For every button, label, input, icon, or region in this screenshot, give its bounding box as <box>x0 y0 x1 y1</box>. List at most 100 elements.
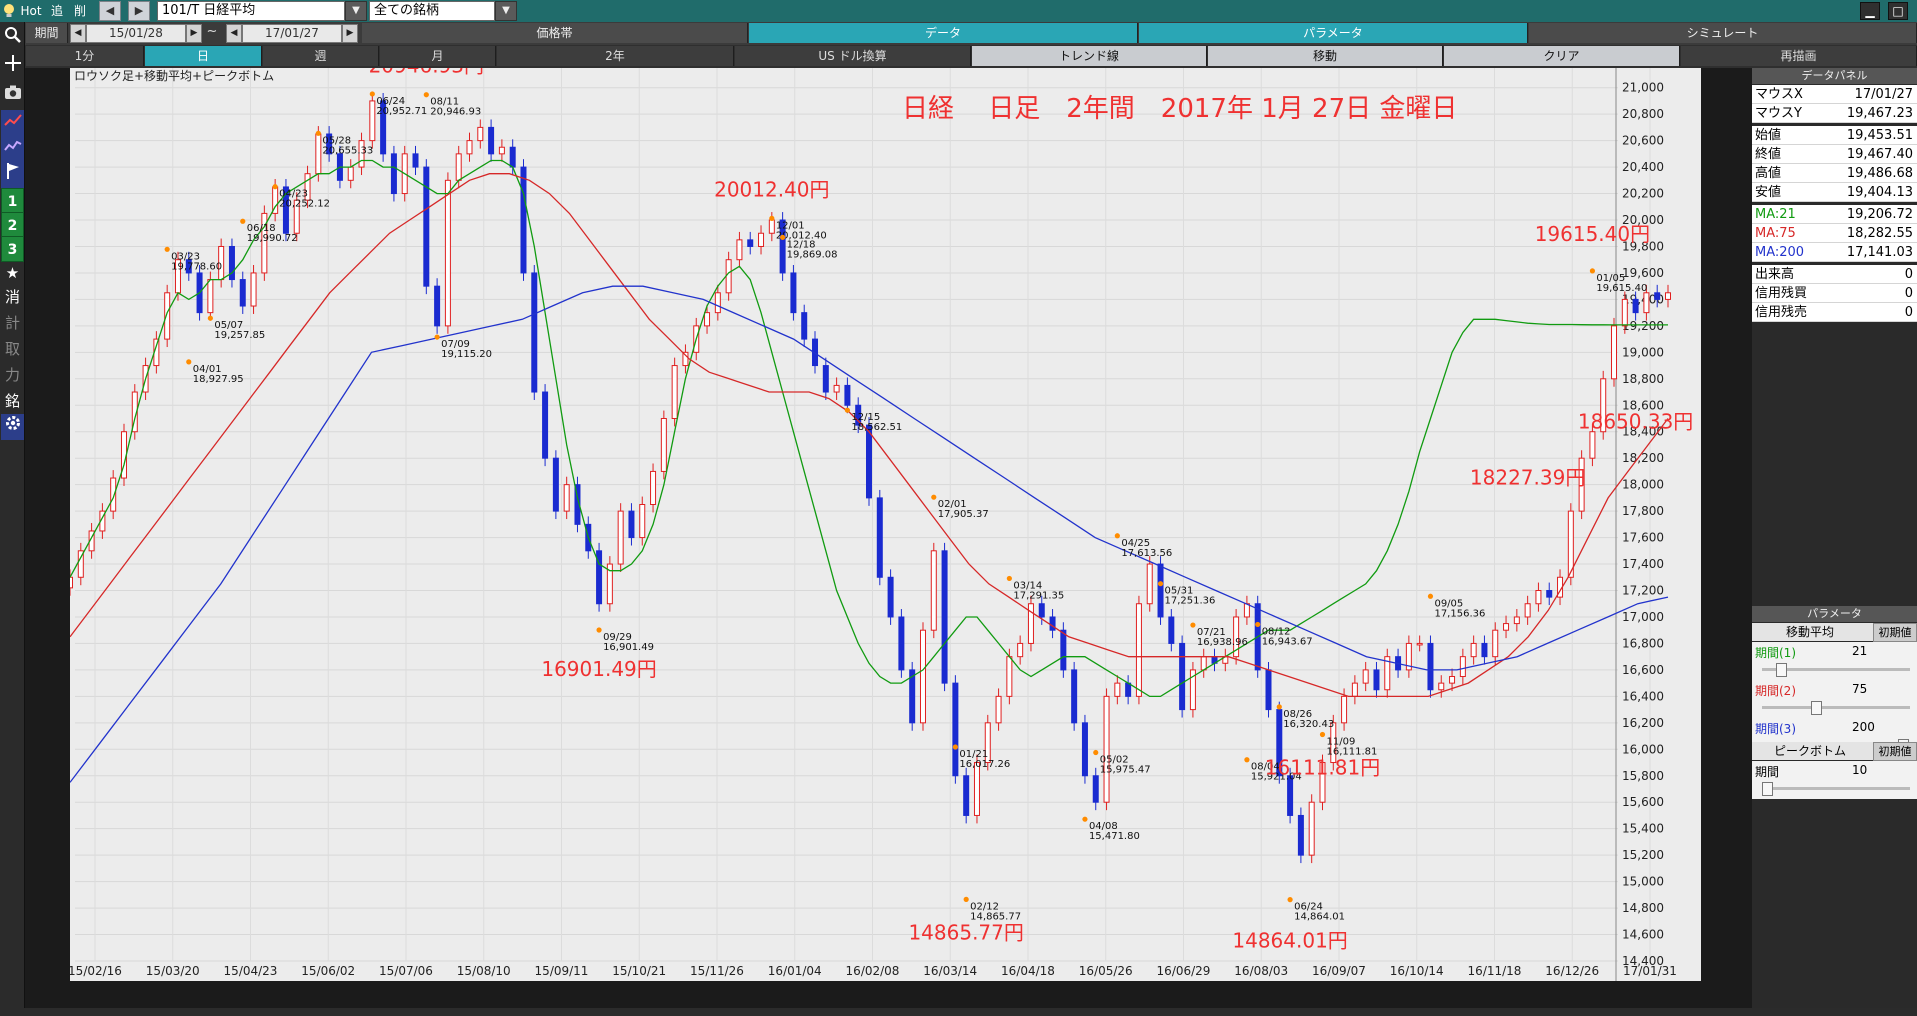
crosshair-icon[interactable] <box>1 54 24 80</box>
next-symbol-button[interactable]: ▶ <box>128 1 150 21</box>
star-icon[interactable]: ★ <box>5 264 20 282</box>
tab-redraw[interactable]: 再描画 <box>1681 46 1917 66</box>
candle-body <box>1265 669 1272 711</box>
ma2-value[interactable]: 75 <box>1852 682 1868 696</box>
tab-move[interactable]: 移動 <box>1208 46 1443 66</box>
minimize-button[interactable]: ▁ <box>1860 2 1880 20</box>
pb-reset-button[interactable]: 初期値 <box>1873 742 1917 761</box>
y-tick-label: 15,800 <box>1622 769 1664 783</box>
watchlist-1-button[interactable]: 1 <box>1 188 24 214</box>
peak-annotation: 14864.01円 <box>1232 929 1347 953</box>
tab-daily[interactable]: 日 <box>145 46 262 66</box>
peak-marker <box>186 359 192 365</box>
hot-button[interactable]: Hot <box>20 4 42 18</box>
maximize-button[interactable]: □ <box>1888 2 1908 20</box>
peak-date-label: 12/01 <box>776 220 805 231</box>
candle-body <box>412 153 419 168</box>
y-tick-label: 20,600 <box>1622 134 1664 148</box>
candle-body <box>682 351 689 367</box>
watchlist-3-button[interactable]: 3 <box>1 236 24 262</box>
candle-body <box>1341 695 1348 724</box>
peak-value-label: 15,975.47 <box>1100 765 1151 776</box>
ma1-slider[interactable] <box>1762 663 1910 677</box>
date-from-input[interactable]: 15/01/28 <box>86 24 186 43</box>
line-chart-icon[interactable] <box>1 136 24 162</box>
peak-date-label: 06/18 <box>247 223 276 234</box>
y-tick-label: 18,000 <box>1622 478 1664 492</box>
pb-value[interactable]: 10 <box>1852 763 1868 777</box>
ma-section-title: 移動平均 <box>1786 625 1835 639</box>
peak-value-label: 20,012.40 <box>776 230 827 241</box>
add-button[interactable]: 追 <box>50 4 63 18</box>
candle-body <box>941 550 948 684</box>
peak-marker <box>931 494 937 500</box>
tab-data[interactable]: データ <box>749 23 1138 43</box>
prev-symbol-button[interactable]: ◀ <box>99 1 121 21</box>
tab-trendline[interactable]: トレンド線 <box>972 46 1207 66</box>
candle-body <box>77 550 84 578</box>
x-tick-label: 15/04/23 <box>224 964 278 978</box>
tab-parameters[interactable]: パラメータ <box>1139 23 1528 43</box>
ma1-value[interactable]: 21 <box>1852 644 1868 658</box>
ma1-slider-knob[interactable] <box>1776 663 1787 677</box>
peak-value-label: 17,613.56 <box>1121 548 1172 559</box>
pb-slider-knob[interactable] <box>1762 782 1773 796</box>
ma2-slider-knob[interactable] <box>1811 701 1822 715</box>
tab-usd-conversion[interactable]: US ドル換算 <box>735 46 971 66</box>
date-to-input[interactable]: 17/01/27 <box>242 24 342 43</box>
y-tick-label: 19,200 <box>1622 319 1664 333</box>
candle-body <box>1179 642 1186 711</box>
delete-button[interactable]: 削 <box>73 4 86 18</box>
tab-clear[interactable]: クリア <box>1444 46 1680 66</box>
data-panel-key: マウスY <box>1755 106 1802 121</box>
x-tick-label: 15/10/21 <box>612 964 666 978</box>
ma2-slider[interactable] <box>1762 701 1910 715</box>
data-panel-row: 信用残買 0 <box>1752 284 1917 303</box>
tab-weekly[interactable]: 週 <box>263 46 379 66</box>
candle-chart-icon[interactable] <box>1 110 24 136</box>
candle-body <box>164 292 171 340</box>
watchlist-2-button[interactable]: 2 <box>1 212 24 238</box>
bottom-scroll-strip[interactable] <box>0 1008 1917 1016</box>
data-panel-key: 信用残買 <box>1755 286 1808 301</box>
tab-2year[interactable]: 2年 <box>497 46 734 66</box>
fetch-button[interactable]: 取 <box>4 340 20 358</box>
camera-icon[interactable] <box>1 82 24 108</box>
y-tick-label: 18,600 <box>1622 398 1664 412</box>
bulb-icon[interactable] <box>3 3 15 19</box>
peak-marker <box>1319 731 1326 738</box>
peak-value-label: 15,471.80 <box>1089 831 1140 842</box>
x-tick-label: 15/11/26 <box>690 964 744 978</box>
flag-icon[interactable] <box>1 162 24 188</box>
tab-price-band[interactable]: 価格帯 <box>362 23 748 43</box>
date-from-prev-icon[interactable]: ◀ <box>70 24 86 43</box>
tab-monthly[interactable]: 月 <box>380 46 496 66</box>
pb-slider[interactable] <box>1762 782 1910 796</box>
ma3-value[interactable]: 200 <box>1852 720 1875 734</box>
universe-select[interactable]: 全ての銘柄 <box>369 1 495 21</box>
tab-simulate[interactable]: シミュレート <box>1529 23 1917 43</box>
universe-dropdown-icon[interactable]: ▼ <box>495 1 517 21</box>
calc-button[interactable]: 計 <box>4 314 20 332</box>
price-chart[interactable]: 14,400 14,600 14,800 15,000 15,200 15,400 15,6… <box>70 68 1701 981</box>
ma-reset-button[interactable]: 初期値 <box>1873 623 1917 642</box>
symbol-dropdown-icon[interactable]: ▼ <box>345 1 367 21</box>
date-to-prev-icon[interactable]: ◀ <box>226 24 242 43</box>
input-button[interactable]: 力 <box>4 366 20 384</box>
candle-body <box>423 166 430 287</box>
date-from-next-icon[interactable]: ▶ <box>186 24 202 43</box>
erase-button[interactable]: 消 <box>4 288 20 306</box>
stock-button[interactable]: 銘 <box>4 392 20 410</box>
peak-value-label: 16,017.26 <box>959 759 1010 770</box>
ma3-label: 期間(3) <box>1755 722 1796 736</box>
y-tick-label: 14,800 <box>1622 901 1664 915</box>
gear-icon[interactable] <box>1 414 24 440</box>
tab-1min[interactable]: 1分 <box>26 46 144 66</box>
search-icon[interactable] <box>1 26 24 52</box>
date-to-next-icon[interactable]: ▶ <box>342 24 358 43</box>
x-tick-label: 16/02/08 <box>846 964 900 978</box>
y-tick-label: 18,800 <box>1622 372 1664 386</box>
peak-date-label: 12/15 <box>851 412 880 423</box>
symbol-select[interactable]: 101/T 日経平均 <box>157 1 345 21</box>
data-panel-key: 始値 <box>1755 128 1782 143</box>
